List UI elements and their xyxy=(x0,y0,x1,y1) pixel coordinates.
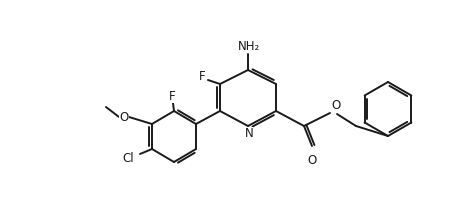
Text: O: O xyxy=(120,110,129,124)
Text: F: F xyxy=(199,69,205,83)
Text: O: O xyxy=(331,99,340,112)
Text: NH₂: NH₂ xyxy=(238,40,260,53)
Text: F: F xyxy=(169,89,175,103)
Text: O: O xyxy=(307,154,316,167)
Text: N: N xyxy=(245,127,253,140)
Text: Cl: Cl xyxy=(122,152,134,166)
